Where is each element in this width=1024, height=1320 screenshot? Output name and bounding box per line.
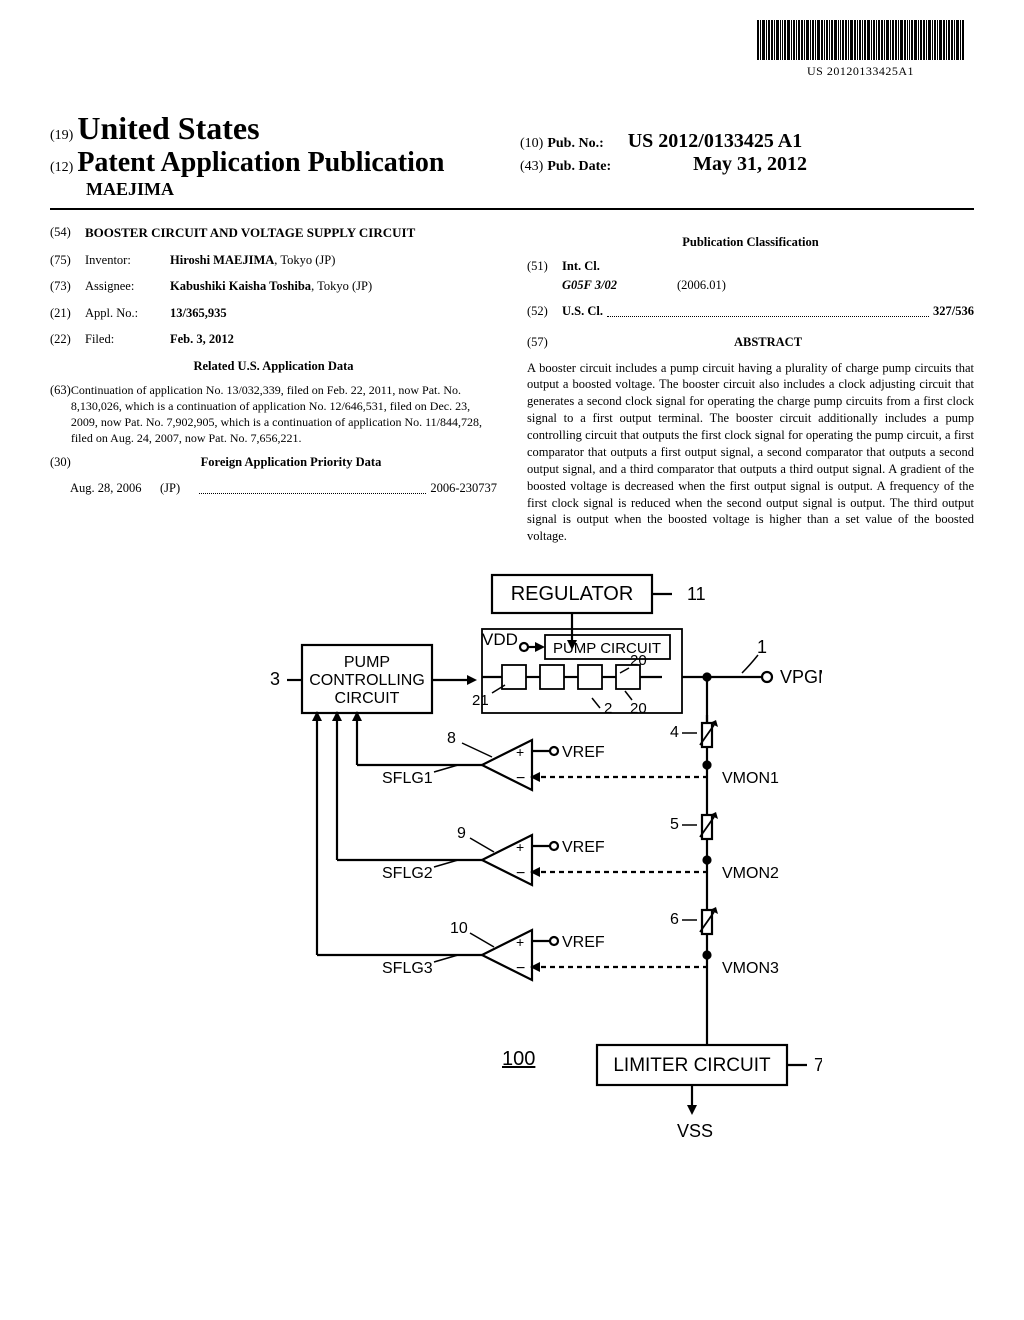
cont-num: (63) [50, 382, 71, 447]
svg-text:9: 9 [457, 825, 466, 842]
left-column: (54) BOOSTER CIRCUIT AND VOLTAGE SUPPLY … [50, 224, 497, 545]
svg-text:20: 20 [630, 652, 647, 669]
pubno-prefix: (10) [520, 136, 543, 151]
svg-text:+: + [516, 934, 524, 950]
patent-title: BOOSTER CIRCUIT AND VOLTAGE SUPPLY CIRCU… [85, 224, 415, 242]
assignee-loc: , Tokyo (JP) [311, 279, 372, 293]
prefix-19: (19) [50, 128, 73, 143]
svg-text:100: 100 [502, 1048, 535, 1070]
pub-type: Patent Application Publication [77, 147, 444, 178]
svg-text:1: 1 [757, 637, 767, 657]
svg-text:−: − [516, 770, 525, 787]
assignee-num: (73) [50, 278, 85, 296]
right-header: (10) Pub. No.: US 2012/0133425 A1 (43) P… [520, 130, 807, 176]
svg-text:CONTROLLING: CONTROLLING [309, 672, 425, 689]
continuation-text: Continuation of application No. 13/032,3… [71, 382, 497, 447]
intcl-num: (51) [527, 258, 562, 276]
foreign-num: (30) [50, 454, 85, 472]
svg-text:11: 11 [687, 584, 706, 604]
applno-num: (21) [50, 305, 85, 323]
svg-text:SFLG2: SFLG2 [382, 865, 433, 882]
svg-text:−: − [516, 960, 525, 977]
pubdate-label: Pub. Date: [547, 159, 611, 174]
abstract-heading: ABSTRACT [562, 334, 974, 352]
pub-number: US 2012/0133425 A1 [628, 130, 802, 152]
svg-text:7: 7 [814, 1055, 822, 1075]
svg-text:VREF: VREF [562, 934, 605, 951]
svg-text:+: + [516, 744, 524, 760]
foreign-appno: 2006-230737 [430, 480, 497, 498]
author-name: MAEJIMA [50, 179, 974, 200]
intcl-code: G05F 3/02 [562, 278, 617, 292]
foreign-date: Aug. 28, 2006 [70, 480, 160, 498]
svg-text:2: 2 [604, 700, 612, 717]
svg-text:4: 4 [670, 724, 679, 741]
svg-text:10: 10 [450, 920, 468, 937]
svg-text:−: − [516, 865, 525, 882]
svg-text:3: 3 [270, 669, 280, 689]
foreign-heading: Foreign Application Priority Data [85, 454, 497, 472]
svg-text:VMON3: VMON3 [722, 960, 779, 977]
svg-text:6: 6 [670, 911, 679, 928]
svg-text:VPGM: VPGM [780, 667, 822, 687]
applno-label: Appl. No.: [85, 305, 170, 323]
svg-text:8: 8 [447, 730, 456, 747]
inventor-num: (75) [50, 252, 85, 270]
uscl-code: 327/536 [933, 303, 974, 321]
dots-icon [199, 480, 426, 495]
svg-text:PUMP: PUMP [344, 654, 390, 671]
appl-number: 13/365,935 [170, 305, 497, 323]
assignee-label: Assignee: [85, 278, 170, 296]
related-heading: Related U.S. Application Data [50, 358, 497, 376]
dots-icon [607, 316, 929, 317]
right-column: Publication Classification (51) Int. Cl.… [527, 224, 974, 545]
svg-text:5: 5 [670, 816, 679, 833]
svg-text:SFLG1: SFLG1 [382, 770, 433, 787]
svg-text:+: + [516, 839, 524, 855]
inventor-loc: , Tokyo (JP) [274, 253, 335, 267]
svg-text:REGULATOR: REGULATOR [511, 583, 634, 605]
svg-text:VDD: VDD [482, 630, 518, 649]
title-num: (54) [50, 224, 85, 242]
svg-text:VMON2: VMON2 [722, 865, 779, 882]
intcl-label: Int. Cl. [562, 258, 600, 276]
barcode-text: US 20120133425A1 [757, 64, 964, 79]
filed-date: Feb. 3, 2012 [170, 331, 497, 349]
pubno-label: Pub. No.: [547, 136, 603, 151]
inventor-name: Hiroshi MAEJIMA [170, 253, 274, 267]
filed-label: Filed: [85, 331, 170, 349]
svg-text:VMON1: VMON1 [722, 770, 779, 787]
foreign-country: (JP) [160, 480, 195, 498]
svg-text:SFLG3: SFLG3 [382, 960, 433, 977]
classification-heading: Publication Classification [527, 234, 974, 252]
inventor-label: Inventor: [85, 252, 170, 270]
svg-text:20: 20 [630, 700, 647, 717]
abstract-text: A booster circuit includes a pump circui… [527, 360, 974, 546]
uscl-num: (52) [527, 303, 562, 321]
svg-text:VREF: VREF [562, 744, 605, 761]
divider [50, 208, 974, 210]
pubdate-prefix: (43) [520, 159, 543, 174]
assignee-name: Kabushiki Kaisha Toshiba [170, 279, 311, 293]
prefix-12: (12) [50, 160, 73, 175]
barcode [757, 20, 964, 60]
country: United States [77, 110, 259, 146]
svg-text:VREF: VREF [562, 839, 605, 856]
uscl-label: U.S. Cl. [562, 303, 603, 321]
filed-num: (22) [50, 331, 85, 349]
svg-text:LIMITER CIRCUIT: LIMITER CIRCUIT [613, 1055, 771, 1076]
barcode-region: US 20120133425A1 [757, 20, 964, 79]
header: (19) United States (12) Patent Applicati… [50, 110, 974, 200]
intcl-year: (2006.01) [677, 277, 726, 295]
svg-text:21: 21 [472, 692, 489, 709]
svg-text:CIRCUIT: CIRCUIT [335, 690, 400, 707]
svg-text:VSS: VSS [677, 1121, 713, 1141]
pub-date: May 31, 2012 [693, 153, 807, 175]
abstract-num: (57) [527, 334, 562, 352]
circuit-diagram: REGULATOR 11 VDD PUMP CIRCUIT PUMP CONTR… [50, 565, 974, 1145]
